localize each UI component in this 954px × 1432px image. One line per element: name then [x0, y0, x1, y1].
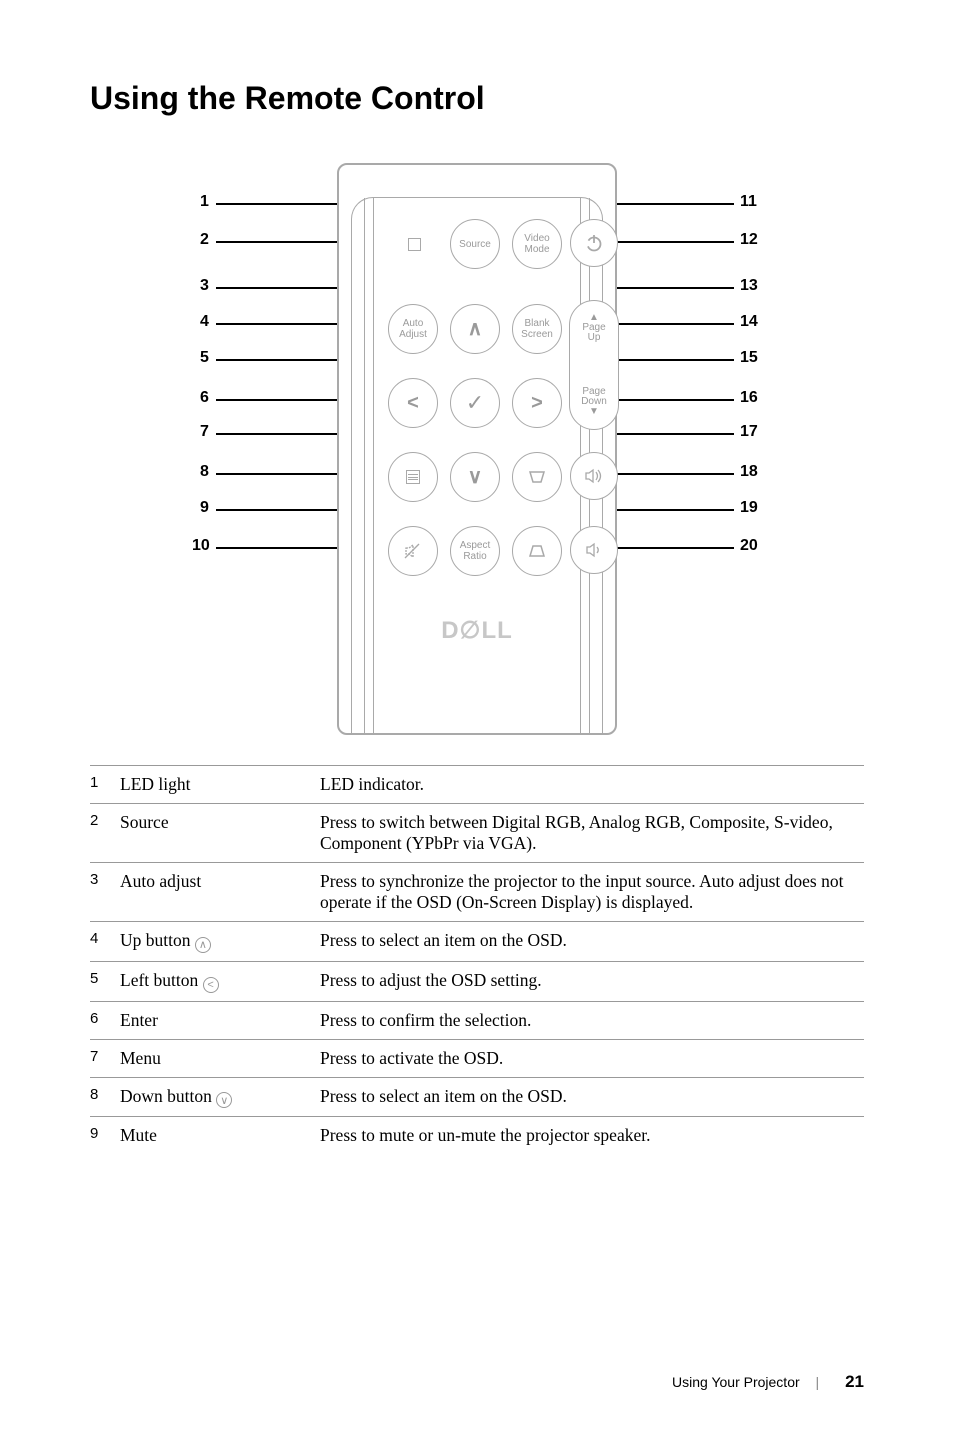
- up-button: ∧: [450, 304, 500, 354]
- source-button: Source: [450, 219, 500, 269]
- callout-20: 20: [740, 537, 758, 555]
- row-number: 3: [90, 863, 120, 922]
- row-number: 7: [90, 1039, 120, 1077]
- direction-glyph-icon: ∧: [195, 937, 211, 953]
- callout-2: 2: [200, 231, 209, 249]
- callout-15: 15: [740, 349, 758, 367]
- remote-diagram: 1 2 3 4 5 6 7 8 9 10 11 12 13 14 15 16 1…: [90, 155, 864, 735]
- direction-glyph-icon: <: [203, 977, 219, 993]
- callout-17: 17: [740, 423, 758, 441]
- row-name: LED light: [120, 766, 320, 804]
- row-desc: Press to select an item on the OSD.: [320, 922, 864, 962]
- aspect-ratio-button: Aspect Ratio: [450, 526, 500, 576]
- row-desc: Press to confirm the selection.: [320, 1001, 864, 1039]
- table-row: 3Auto adjustPress to synchronize the pro…: [90, 863, 864, 922]
- callout-3: 3: [200, 277, 209, 295]
- row-name: Auto adjust: [120, 863, 320, 922]
- footer-divider: |: [816, 1374, 820, 1390]
- footer-section: Using Your Projector: [672, 1374, 800, 1390]
- callout-9: 9: [200, 499, 209, 517]
- row-name: Source: [120, 804, 320, 863]
- row-desc: Press to synchronize the projector to th…: [320, 863, 864, 922]
- row-desc: Press to select an item on the OSD.: [320, 1077, 864, 1117]
- table-row: 4Up button ∧Press to select an item on t…: [90, 922, 864, 962]
- row-number: 6: [90, 1001, 120, 1039]
- callout-18: 18: [740, 463, 758, 481]
- left-button: <: [388, 378, 438, 428]
- page-down-button: Page Down ▼: [570, 378, 618, 426]
- right-button: >: [512, 378, 562, 428]
- row-name: Up button ∧: [120, 922, 320, 962]
- auto-adjust-button: Auto Adjust: [388, 304, 438, 354]
- page-up-button: ▲ Page Up: [570, 304, 618, 352]
- row-number: 4: [90, 922, 120, 962]
- volume-up-button: [570, 452, 618, 500]
- row-desc: Press to adjust the OSD setting.: [320, 961, 864, 1001]
- row-number: 9: [90, 1117, 120, 1155]
- callout-5: 5: [200, 349, 209, 367]
- row-name: Down button ∨: [120, 1077, 320, 1117]
- led-indicator: [394, 224, 434, 264]
- video-mode-button: Video Mode: [512, 219, 562, 269]
- table-row: 5Left button <Press to adjust the OSD se…: [90, 961, 864, 1001]
- callout-19: 19: [740, 499, 758, 517]
- menu-button: [388, 452, 438, 502]
- enter-button: ✓: [450, 378, 500, 428]
- callout-4: 4: [200, 313, 209, 331]
- keystone-down-button: [512, 452, 562, 502]
- table-row: 7MenuPress to activate the OSD.: [90, 1039, 864, 1077]
- callout-16: 16: [740, 389, 758, 407]
- row-name: Left button <: [120, 961, 320, 1001]
- callout-13: 13: [740, 277, 758, 295]
- blank-screen-button: Blank Screen: [512, 304, 562, 354]
- callout-1: 1: [200, 193, 209, 211]
- power-button: [570, 219, 618, 267]
- volume-down-button: [570, 526, 618, 574]
- row-number: 5: [90, 961, 120, 1001]
- down-button: ∨: [450, 452, 500, 502]
- direction-glyph-icon: ∨: [216, 1092, 232, 1108]
- footer-page-number: 21: [845, 1372, 864, 1391]
- remote-spec-table: 1LED lightLED indicator.2SourcePress to …: [90, 765, 864, 1154]
- mute-button: [388, 526, 438, 576]
- callout-11: 11: [740, 193, 757, 211]
- table-row: 6EnterPress to confirm the selection.: [90, 1001, 864, 1039]
- callout-7: 7: [200, 423, 209, 441]
- table-row: 1LED lightLED indicator.: [90, 766, 864, 804]
- keystone-up-button: [512, 526, 562, 576]
- callout-14: 14: [740, 313, 758, 331]
- row-desc: Press to switch between Digital RGB, Ana…: [320, 804, 864, 863]
- table-row: 9MutePress to mute or un-mute the projec…: [90, 1117, 864, 1155]
- callout-6: 6: [200, 389, 209, 407]
- row-number: 1: [90, 766, 120, 804]
- row-name: Mute: [120, 1117, 320, 1155]
- row-name: Enter: [120, 1001, 320, 1039]
- remote-outline: Source Video Mode Auto Adjust ∧ Blank Sc…: [337, 163, 617, 735]
- dell-logo: D∅LL: [441, 616, 513, 645]
- row-name: Menu: [120, 1039, 320, 1077]
- row-desc: Press to mute or un-mute the projector s…: [320, 1117, 864, 1155]
- row-number: 2: [90, 804, 120, 863]
- table-row: 2SourcePress to switch between Digital R…: [90, 804, 864, 863]
- callout-8: 8: [200, 463, 209, 481]
- page-heading: Using the Remote Control: [90, 80, 864, 117]
- row-number: 8: [90, 1077, 120, 1117]
- row-desc: LED indicator.: [320, 766, 864, 804]
- table-row: 8Down button ∨Press to select an item on…: [90, 1077, 864, 1117]
- callout-10: 10: [192, 537, 210, 555]
- callout-12: 12: [740, 231, 758, 249]
- page-footer: Using Your Projector | 21: [672, 1372, 864, 1392]
- row-desc: Press to activate the OSD.: [320, 1039, 864, 1077]
